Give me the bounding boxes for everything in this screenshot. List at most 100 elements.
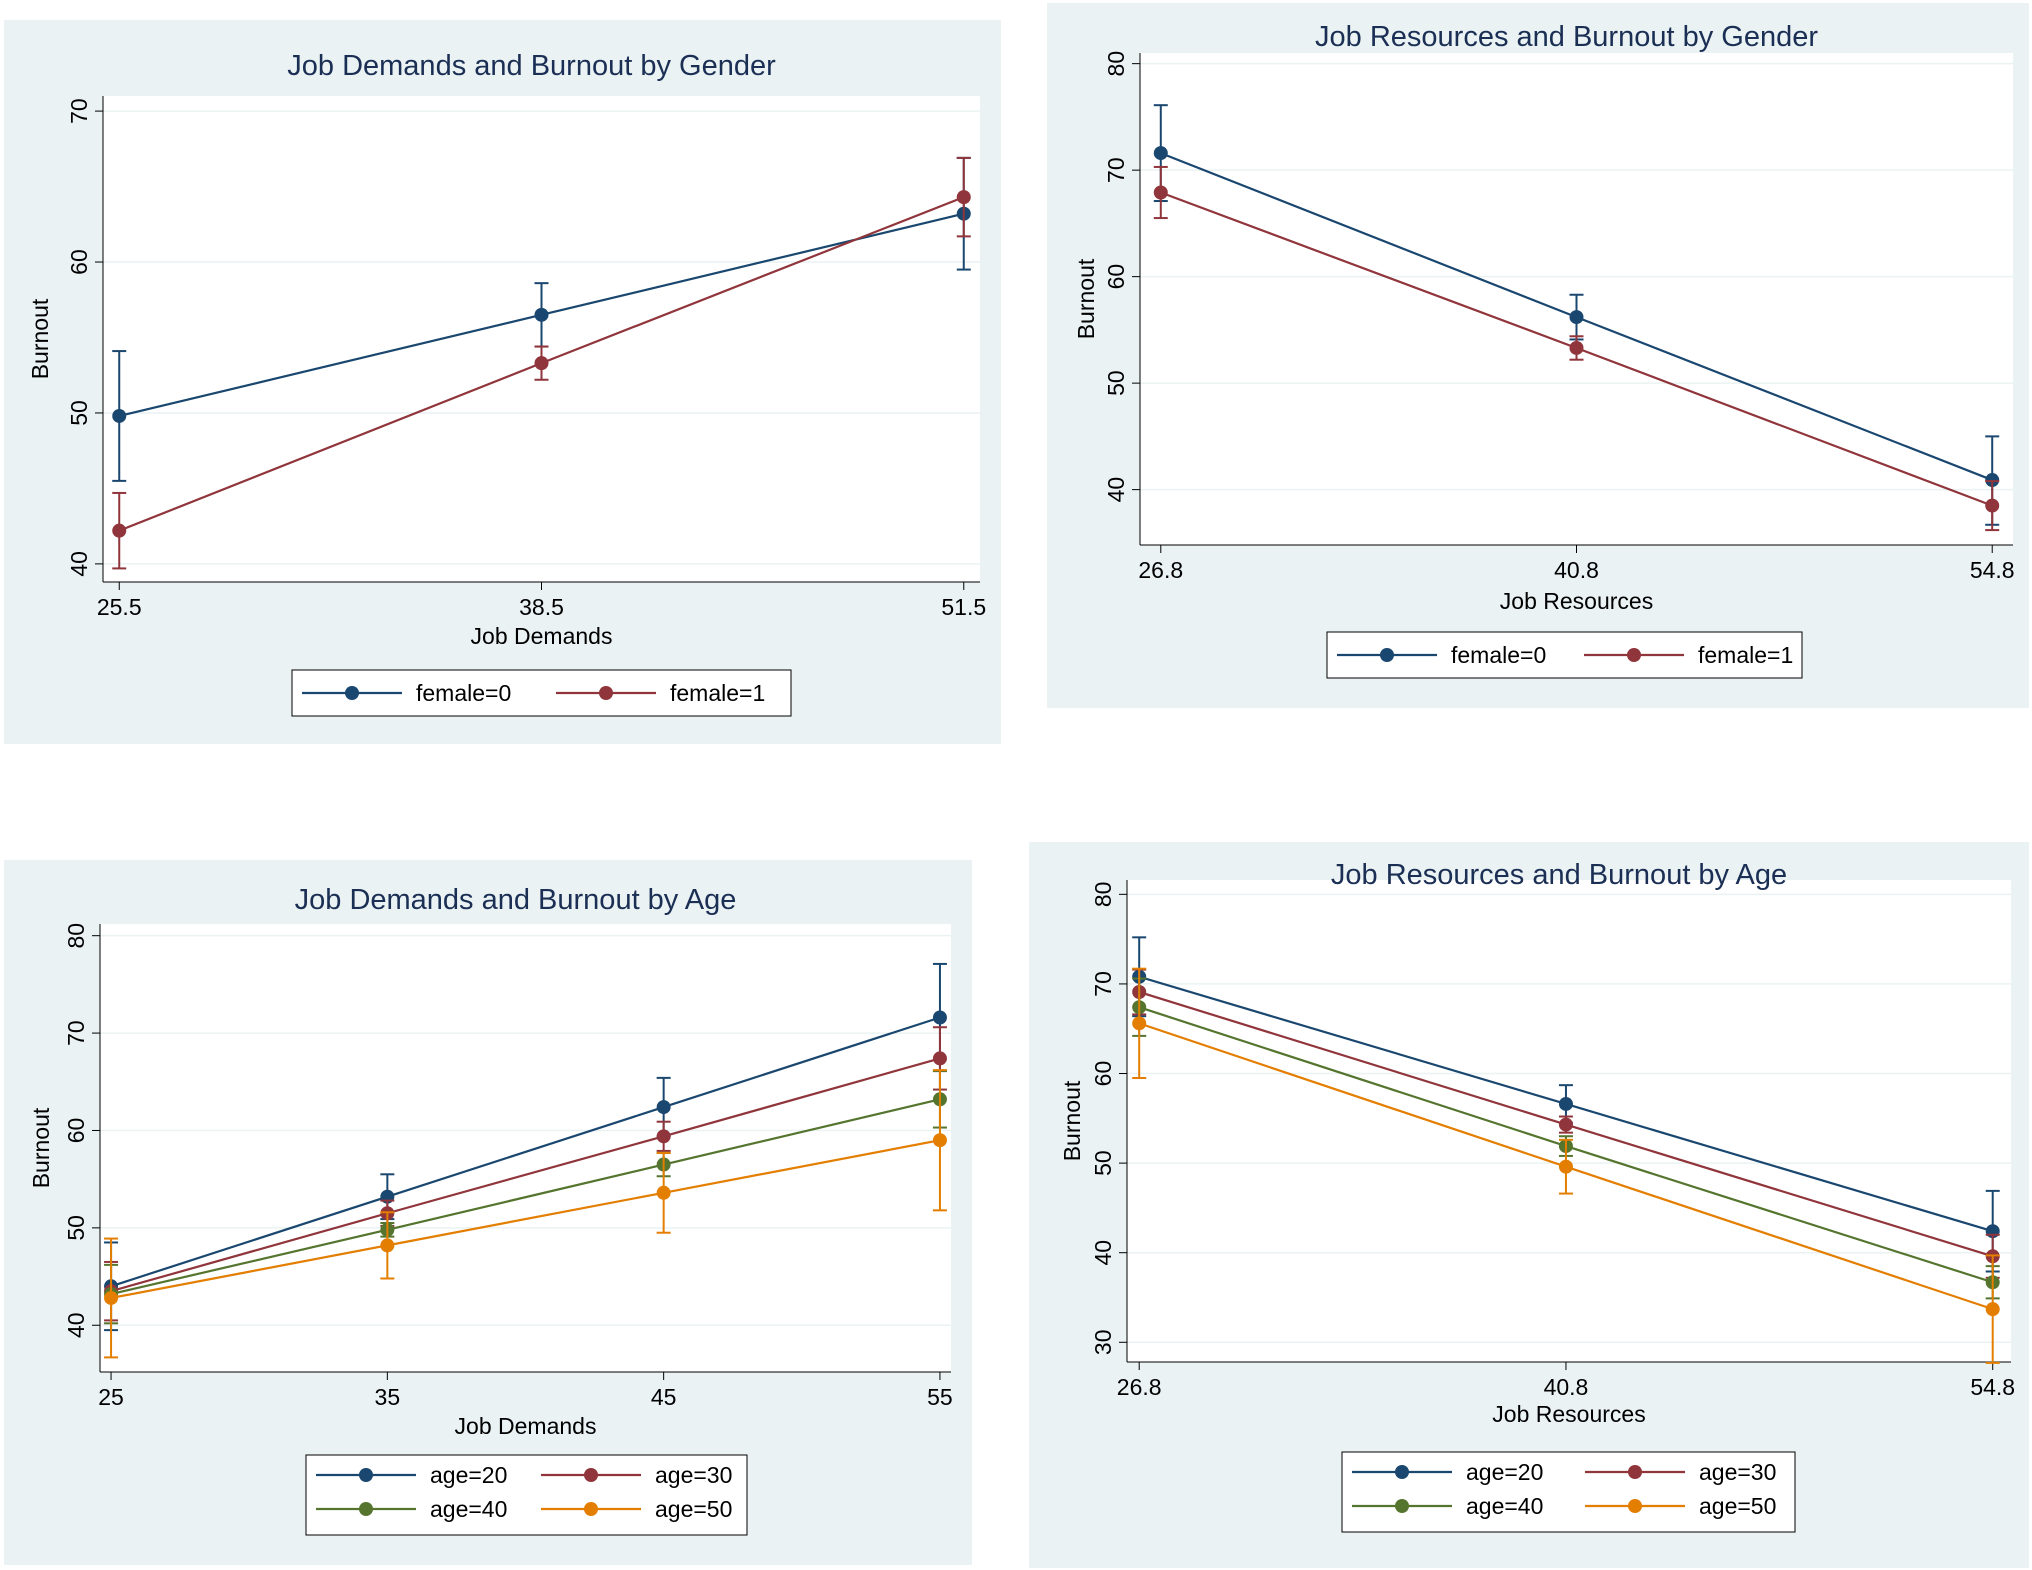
y-axis-label: Burnout	[1073, 258, 1099, 339]
y-axis-label: Burnout	[27, 298, 53, 379]
legend-label: age=20	[1466, 1459, 1543, 1485]
y-tick-label: 50	[1090, 1150, 1116, 1176]
legend-label: age=30	[655, 1462, 732, 1488]
legend-swatch-marker	[1628, 1499, 1642, 1513]
chart-panel-age-resources: 30 40 50 60 70 80 26.8 40.8 54.8 Job Resources an…	[1029, 842, 2029, 1568]
legend-swatch-marker	[1395, 1499, 1409, 1513]
chart-panel-gender-demands: 40 50 60 70 25.5 38.5 51.5 Job Demands and Burn…	[4, 20, 1001, 744]
data-point	[932, 1133, 947, 1148]
legend-swatch-marker	[1628, 1465, 1642, 1479]
x-axis-label: Job Resources	[1500, 588, 1653, 614]
data-point	[656, 1185, 671, 1200]
legend-label: age=50	[655, 1496, 732, 1522]
legend-swatch-marker	[359, 1502, 373, 1516]
y-tick-label: 70	[66, 98, 92, 124]
x-tick-label: 26.8	[1117, 1374, 1162, 1400]
y-tick-label: 40	[1090, 1240, 1116, 1266]
chart-panel-gender-resources: 40 50 60 70 80 26.8 40.8 54.8 Job Resources and …	[1047, 3, 2029, 708]
x-axis-label: Job Resources	[1492, 1401, 1645, 1427]
data-point	[1569, 310, 1584, 325]
data-point	[1558, 1117, 1573, 1132]
legend-box	[1341, 1451, 1796, 1533]
x-tick-label: 40.8	[1544, 1374, 1589, 1400]
legend-label: age=30	[1699, 1459, 1776, 1485]
legend-swatch-marker	[599, 686, 613, 700]
legend-label: female=1	[670, 680, 765, 706]
data-point	[1569, 340, 1584, 355]
legend-swatch-marker	[345, 686, 359, 700]
legend-label: age=40	[1466, 1493, 1543, 1519]
data-point	[534, 356, 549, 371]
chart-svg: 40 50 60 70 25.5 38.5 51.5 Job Demands and Burn…	[27, 50, 986, 717]
x-axis-label: Job Demands	[455, 1413, 597, 1439]
plot-area	[100, 924, 951, 1372]
legend-label: age=50	[1699, 1493, 1776, 1519]
data-point	[104, 1290, 119, 1305]
legend-swatch-marker	[1395, 1465, 1409, 1479]
y-tick-label: 40	[66, 551, 92, 577]
x-tick-label: 40.8	[1554, 557, 1599, 583]
data-point	[1153, 146, 1168, 161]
legend-box	[305, 1454, 748, 1536]
data-point	[932, 1010, 947, 1025]
y-tick-label: 50	[63, 1215, 89, 1241]
x-tick-label: 51.5	[941, 594, 986, 620]
y-tick-label: 50	[1103, 370, 1129, 396]
chart-panel-age-demands: 40 50 60 70 80 25 35 45 55 Job Demands and Burnou…	[4, 860, 972, 1565]
data-point	[1985, 1302, 2000, 1317]
series-line	[110, 1057, 941, 1293]
legend-label: age=20	[430, 1462, 507, 1488]
series-line	[110, 1016, 941, 1288]
chart-svg: 40 50 60 70 80 25 35 45 55 Job Demands and Burnou…	[28, 884, 953, 1536]
legend-swatch-marker	[359, 1468, 373, 1482]
x-tick-label: 25	[98, 1384, 124, 1410]
y-tick-label: 40	[63, 1312, 89, 1338]
y-tick-label: 80	[1103, 51, 1129, 77]
chart-title: Job Resources and Burnout by Age	[1331, 859, 1787, 891]
y-tick-label: 60	[66, 249, 92, 275]
y-tick-label: 70	[63, 1020, 89, 1046]
x-tick-label: 35	[375, 1384, 401, 1410]
data-point	[1132, 1016, 1147, 1031]
y-axis-label: Burnout	[28, 1107, 54, 1188]
x-tick-label: 54.8	[1970, 1374, 2015, 1400]
data-point	[1558, 1096, 1573, 1111]
series-line	[110, 1139, 941, 1300]
y-tick-label: 60	[1090, 1061, 1116, 1087]
chart-title: Job Demands and Burnout by Gender	[287, 50, 776, 82]
data-point	[534, 307, 549, 322]
y-tick-label: 80	[63, 923, 89, 949]
legend-swatch-marker	[1380, 648, 1394, 662]
y-tick-label: 80	[1090, 882, 1116, 908]
chart-svg: 30 40 50 60 70 80 26.8 40.8 54.8 Job Resources an…	[1059, 859, 2015, 1533]
legend-label: age=40	[430, 1496, 507, 1522]
y-tick-label: 60	[1103, 264, 1129, 290]
data-point	[112, 408, 127, 423]
x-tick-label: 55	[927, 1384, 953, 1410]
legend-swatch-marker	[1627, 648, 1641, 662]
data-point	[932, 1051, 947, 1066]
data-point	[1558, 1159, 1573, 1174]
series-line	[110, 1098, 941, 1296]
y-tick-label: 70	[1103, 157, 1129, 183]
y-axis-label: Burnout	[1059, 1080, 1085, 1161]
y-tick-label: 30	[1090, 1329, 1116, 1355]
y-tick-label: 60	[63, 1118, 89, 1144]
data-point	[656, 1100, 671, 1115]
x-axis-label: Job Demands	[471, 623, 613, 649]
y-tick-label: 70	[1090, 971, 1116, 997]
legend-swatch-marker	[584, 1502, 598, 1516]
chart-title: Job Demands and Burnout by Age	[295, 884, 737, 916]
y-tick-label: 50	[66, 400, 92, 426]
x-tick-label: 38.5	[519, 594, 564, 620]
x-tick-label: 45	[651, 1384, 677, 1410]
legend-label: female=0	[416, 680, 511, 706]
legend-swatch-marker	[584, 1468, 598, 1482]
legend-label: female=1	[1698, 642, 1793, 668]
data-point	[1985, 473, 2000, 488]
data-point	[1985, 498, 2000, 513]
x-tick-label: 25.5	[97, 594, 142, 620]
chart-title: Job Resources and Burnout by Gender	[1315, 21, 1818, 53]
data-point	[112, 523, 127, 538]
x-tick-label: 26.8	[1138, 557, 1183, 583]
